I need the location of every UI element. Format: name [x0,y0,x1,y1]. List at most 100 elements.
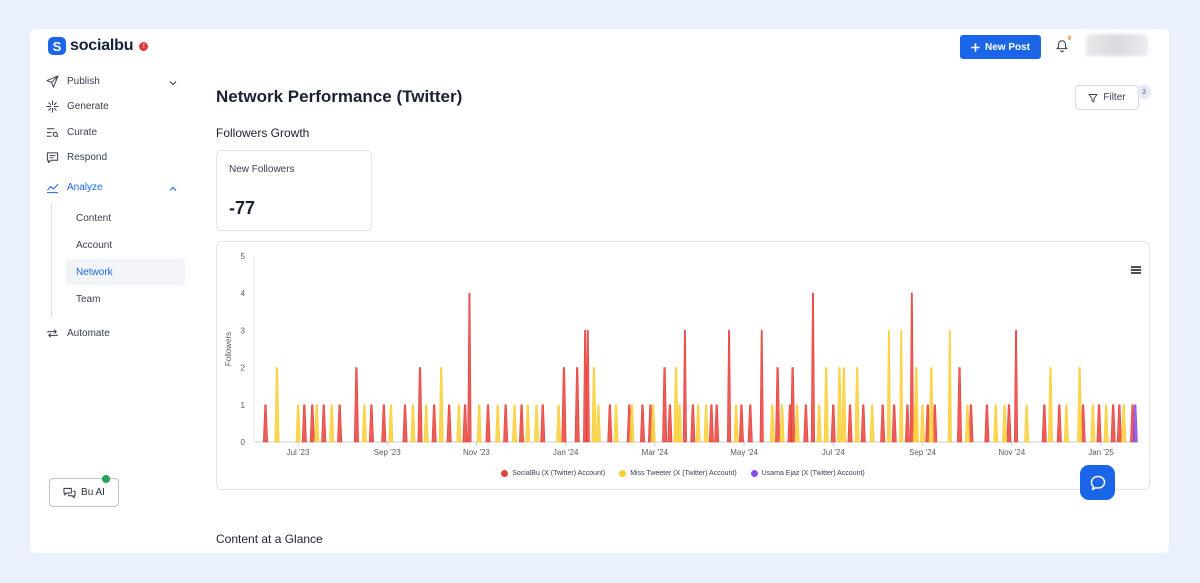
sidebar-item-analyze[interactable]: Analyze [46,181,103,194]
series-1-spike [1103,404,1109,443]
series-1-spike [650,404,656,443]
legend-label: SocialBu (X (Twitter) Account) [512,470,606,477]
user-avatar[interactable] [1086,34,1148,56]
sidebar-item-automate[interactable]: Automate [46,327,110,340]
series-1-spike [1121,404,1127,443]
top-bar: S socialbu ! New Post 6 [30,29,1169,65]
series-0-spike [726,330,732,443]
series-0-spike [803,404,809,443]
series-1-spike [314,404,320,443]
series-0-spike [968,404,974,443]
support-chat-button[interactable] [1080,465,1115,500]
chevron-up-icon[interactable] [168,184,178,194]
logo-text: socialbu [70,37,134,54]
notification-count: 6 [1068,36,1072,42]
series-1-spike [673,367,679,443]
series-1-spike [295,404,301,443]
series-1-spike [779,404,785,443]
series-1-spike [476,404,482,443]
series-1-spike [928,367,934,443]
x-tick-label: Sep '23 [374,448,401,457]
x-tick-label: Mar '24 [642,448,669,457]
sidebar-subitem-network[interactable]: Network [66,259,185,285]
series-0-spike [561,367,567,443]
series-0-spike [503,404,509,443]
series-0-spike [640,404,646,443]
sidebar-subitem-team[interactable]: Team [76,293,101,305]
series-0-spike [1006,404,1012,443]
y-tick-label: 0 [241,438,246,447]
bu-ai-label: Bu AI [81,487,105,498]
sidebar-item-label: Analyze [67,182,103,193]
series-0-spike [1041,404,1047,443]
series-0-spike [1110,404,1116,443]
sidebar-subitem-content[interactable]: Content [76,212,112,224]
new-post-button[interactable]: New Post [960,35,1041,59]
series-0-spike [402,404,408,443]
filter-label: Filter [1103,92,1126,103]
series-0-spike [519,404,525,443]
series-0-spike [909,292,914,443]
series-0-spike [446,404,452,443]
series-1-spike [677,404,683,443]
legend-item-miss-tweeter[interactable]: Miss Tweeter (X (Twitter) Account) [619,470,737,477]
chart-menu-icon[interactable] [1131,266,1141,274]
sidebar-item-generate[interactable]: Generate [46,100,109,113]
series-1-spike [1024,404,1030,443]
series-0-spike [381,404,387,443]
filter-button[interactable]: Filter [1075,85,1139,110]
chart-legend: SocialBu (X (Twitter) Account) Miss Twee… [217,470,1149,477]
legend-item-socialbu[interactable]: SocialBu (X (Twitter) Account) [501,470,605,477]
series-1-spike [1047,367,1053,443]
series-1-spike [525,404,531,443]
chevron-down-icon[interactable] [168,78,178,88]
series-2-spike [1132,404,1138,443]
series-0-spike [880,404,886,443]
series-1-spike [423,404,429,443]
series-0-spike [353,367,359,443]
series-1-spike [438,367,444,443]
bu-ai-button[interactable]: Bu AI [49,478,119,507]
sidebar-item-curate[interactable]: Curate [46,126,97,139]
y-tick-label: 1 [241,401,246,410]
series-1-spike [836,367,842,443]
series-1-spike [869,404,875,443]
stat-label: New Followers [229,164,295,175]
series-0-spike [957,367,963,443]
series-0-spike [662,367,668,443]
bell-icon[interactable] [1055,39,1069,53]
series-1-spike [274,367,280,443]
message-icon [46,152,59,164]
alert-badge[interactable]: ! [139,41,149,51]
series-0-spike [747,404,753,443]
sidebar-item-label: Curate [67,127,98,138]
series-0-spike [860,404,866,443]
series-1-spike [841,367,847,443]
series-0-spike [904,404,910,443]
x-tick-label: Jul '24 [822,448,845,457]
y-tick-label: 2 [241,364,246,373]
series-0-spike [667,404,673,443]
legend-item-usama-ejaz[interactable]: Usama Ejaz (X (Twitter) Account) [750,470,865,477]
series-1-spike [1002,404,1008,443]
chat-bubbles-icon [63,487,76,499]
series-0-spike [759,330,764,443]
series-0-spike [790,367,796,443]
sidebar-subitem-account[interactable]: Account [76,239,113,251]
series-0-spike [585,330,590,443]
series-1-spike [556,404,562,443]
series-0-spike [417,367,423,443]
legend-label: Miss Tweeter (X (Twitter) Account) [630,470,737,477]
series-0-spike [810,292,816,443]
x-tick-label: Nov '24 [998,448,1025,457]
series-1-spike [913,367,919,443]
series-0-spike [984,404,990,443]
series-0-spike [738,404,744,443]
logo[interactable]: S socialbu ! [48,37,149,55]
sidebar-item-respond[interactable]: Respond [46,151,107,164]
series-0-spike [485,404,491,443]
legend-dot [750,470,758,477]
series-1-spike [823,367,829,443]
new-followers-card: New Followers -77 [216,150,372,231]
sidebar-item-publish[interactable]: Publish [46,75,100,88]
